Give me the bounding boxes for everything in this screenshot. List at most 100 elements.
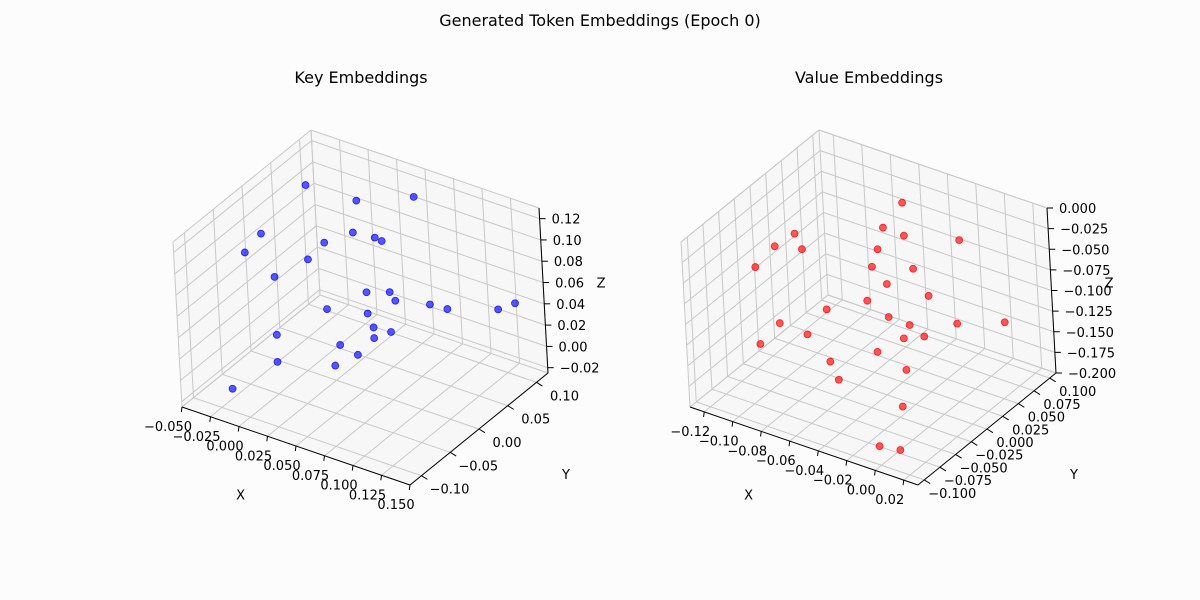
z-gridline: [819, 150, 1049, 230]
y-gridline: [790, 325, 1019, 405]
scatter-point: [909, 264, 918, 273]
value-embeddings-chart: Value Embeddings −0.12−0.10−0.08−0.06−0.…: [670, 68, 1116, 508]
x-tick-label: 0.075: [292, 469, 329, 484]
y-tick-label: 0.10: [550, 389, 579, 404]
z-gridline: [684, 191, 823, 305]
y-gridline: [711, 388, 941, 468]
scatter-point: [798, 245, 806, 254]
y-gridline: [743, 363, 972, 443]
y-gridline: [222, 373, 451, 453]
z-tick-label: 0.00: [559, 340, 588, 355]
scatter-point: [443, 305, 452, 313]
scatter-point: [270, 272, 279, 281]
z-tick-label: −0.175: [1067, 346, 1115, 361]
x-tick-mark: [266, 436, 268, 442]
z-gridline: [173, 140, 312, 254]
y-axis-label: Y: [561, 468, 570, 483]
y-gridline: [774, 337, 1003, 417]
scatter-point: [352, 196, 361, 205]
key-embeddings-title: Key Embeddings: [294, 68, 427, 87]
pane-edge: [310, 129, 540, 209]
y-tick-label: 0.100: [1059, 385, 1096, 400]
x-tick-mark: [902, 480, 905, 486]
pane-edge: [818, 129, 829, 296]
scatter-point: [902, 366, 911, 374]
value-embeddings-title: Value Embeddings: [795, 68, 943, 87]
z-gridline: [180, 267, 319, 381]
z-gridline: [822, 191, 1051, 271]
x-tick-mark: [408, 484, 411, 491]
scatter-point: [426, 300, 434, 309]
z-gridline: [688, 273, 828, 387]
pane-edge: [689, 294, 829, 408]
scatter-point: [336, 341, 345, 349]
y-tick-mark: [1002, 415, 1009, 421]
scatter-point: [920, 332, 929, 341]
x-tick-mark: [760, 431, 762, 437]
y-gridline: [241, 185, 252, 352]
x-axis-label: X: [744, 489, 753, 504]
x-tick-label: −0.02: [813, 474, 853, 489]
scatter-point: [1000, 318, 1009, 327]
scatter-point: [822, 305, 831, 314]
z-tick-label: −0.02: [560, 362, 600, 377]
y-gridline: [696, 401, 925, 481]
x-tick-mark: [323, 455, 325, 461]
x-tick-mark: [845, 460, 848, 466]
y-tick-mark: [421, 475, 428, 480]
scatter-point: [896, 446, 905, 454]
scatter-point: [751, 263, 760, 271]
z-gridline: [179, 246, 318, 360]
scatter-point: [323, 305, 331, 314]
x-tick-mark: [703, 411, 705, 417]
x-gridline: [481, 188, 492, 354]
pane-edge: [172, 241, 183, 408]
z-tick-label: −0.125: [1065, 305, 1113, 320]
x-gridline: [396, 159, 406, 325]
y-tick-label: −0.100: [928, 487, 976, 502]
y-tick-label: 0.000: [996, 436, 1033, 451]
x-tick-mark: [237, 426, 240, 432]
y-tick-label: 0.025: [1012, 423, 1049, 438]
x-tick-mark: [817, 450, 819, 456]
x-tick-label: −0.050: [144, 420, 192, 435]
z-tick-label: −0.200: [1068, 367, 1116, 382]
scatter-point: [803, 330, 812, 339]
x-tick-label: 0.02: [875, 493, 904, 508]
z-gridline: [311, 140, 540, 220]
x-tick-label: 0.150: [377, 498, 414, 513]
scatter-point: [273, 357, 282, 366]
z-gridline: [313, 182, 543, 262]
y-tick-mark: [1033, 390, 1041, 395]
z-tick-label: 0.000: [1059, 202, 1096, 217]
z-gridline: [681, 150, 821, 264]
scatter-point: [905, 321, 914, 329]
y-gridline: [193, 397, 422, 477]
y-tick-mark: [1049, 377, 1056, 383]
scatter-point: [272, 330, 281, 339]
scatter-point: [873, 245, 882, 254]
x-tick-label: 0.00: [847, 483, 876, 498]
z-tick-label: −0.150: [1066, 326, 1114, 341]
y-tick-label: −0.10: [430, 483, 470, 498]
z-gridline: [823, 212, 1052, 291]
z-tick-label: −0.050: [1061, 243, 1109, 258]
x-tick-mark: [209, 416, 211, 422]
y-gridline: [805, 312, 1035, 392]
y-tick-mark: [1018, 403, 1025, 408]
y-tick-mark: [449, 451, 457, 457]
z-gridline: [319, 289, 548, 369]
y-tick-mark: [971, 441, 978, 446]
z-gridline: [826, 273, 1056, 353]
y-axis-label: Y: [1069, 468, 1078, 483]
x-tick-label: 0.000: [206, 440, 243, 455]
scatter-point: [257, 229, 265, 238]
z-tick-label: 0.10: [553, 234, 582, 249]
scatter-point: [924, 292, 933, 300]
pane-edge: [181, 294, 321, 408]
scatter-point: [775, 319, 784, 328]
scatter-point: [370, 334, 379, 342]
scatter-point: [353, 350, 362, 359]
scatter-point: [899, 231, 908, 240]
